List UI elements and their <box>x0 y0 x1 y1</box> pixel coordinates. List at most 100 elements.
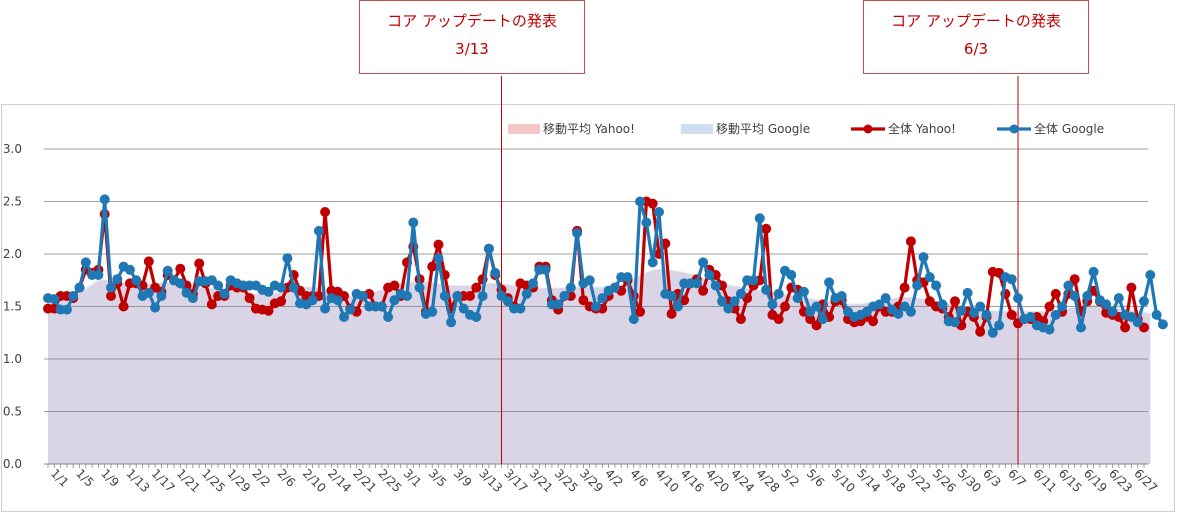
y-tick-label: 1.0 <box>3 352 22 366</box>
legend-label: 全体 Yahoo! <box>888 121 956 136</box>
x-tick-label: 1/29 <box>224 466 253 495</box>
point-google <box>1069 291 1080 301</box>
point-yahoo <box>175 263 186 274</box>
point-google <box>383 312 394 322</box>
x-tick-label: 5/26 <box>930 466 959 495</box>
point-yahoo <box>106 291 116 301</box>
point-google <box>710 280 721 291</box>
point-google <box>540 264 551 275</box>
point-yahoo <box>811 320 822 331</box>
annotation-callout-1: コア アップデートの発表 3/13 <box>359 0 585 74</box>
point-google <box>672 301 683 312</box>
point-yahoo <box>780 301 790 312</box>
x-tick-label: 6/27 <box>1131 466 1160 495</box>
point-google <box>698 257 709 268</box>
point-google <box>282 253 293 264</box>
point-google <box>414 282 425 293</box>
point-google <box>213 280 224 291</box>
legend-label: 移動平均 Google <box>716 122 810 136</box>
x-tick-label: 5/6 <box>804 466 828 490</box>
point-google <box>1145 270 1156 280</box>
point-yahoo <box>950 296 960 307</box>
x-tick-label: 3/5 <box>426 466 450 490</box>
x-tick-label: 1/5 <box>73 466 97 490</box>
x-tick-label: 3/25 <box>552 466 581 495</box>
point-google <box>918 252 929 263</box>
gridlines <box>44 148 1148 465</box>
x-tick-label: 5/14 <box>854 466 883 495</box>
point-google <box>68 291 79 301</box>
x-tick-label: 6/15 <box>1056 466 1085 495</box>
point-google <box>1076 322 1086 333</box>
x-tick-label: 6/3 <box>980 466 1004 490</box>
point-google <box>729 296 740 307</box>
point-google <box>427 306 438 317</box>
point-google <box>956 305 967 316</box>
point-google <box>143 287 154 298</box>
x-tick-label: 5/10 <box>829 466 858 495</box>
point-google <box>458 303 469 314</box>
x-tick-label: 1/25 <box>199 466 228 495</box>
point-google <box>124 264 135 275</box>
point-yahoo <box>244 293 255 304</box>
point-google <box>162 265 173 276</box>
point-google <box>609 282 620 293</box>
point-yahoo <box>427 261 438 272</box>
legend-marker <box>863 124 873 134</box>
x-tick-label: 2/25 <box>375 466 404 495</box>
point-google <box>389 295 400 306</box>
point-google <box>1107 306 1118 317</box>
annotation-lines <box>501 76 1019 464</box>
x-tick-label: 6/7 <box>1005 466 1029 490</box>
x-tick-label: 3/1 <box>401 466 425 490</box>
point-google <box>748 275 759 286</box>
legend: 移動平均 Yahoo! 移動平均 Google 全体 Yahoo! 全体 Google <box>508 121 1104 136</box>
x-tick-label: 5/18 <box>879 466 908 495</box>
x-tick-label: 2/14 <box>325 466 354 495</box>
point-yahoo <box>206 299 217 310</box>
point-google <box>1050 309 1061 320</box>
point-yahoo <box>635 306 646 317</box>
point-google <box>1044 324 1055 335</box>
point-yahoo <box>276 296 287 307</box>
x-tick-label: 3/13 <box>476 466 505 495</box>
point-google <box>981 309 992 320</box>
legend-swatch <box>508 124 540 134</box>
x-tick-label: 1/17 <box>149 466 178 495</box>
x-tick-label: 6/19 <box>1081 466 1110 495</box>
point-google <box>591 301 601 312</box>
point-google <box>332 295 343 306</box>
point-google <box>339 312 349 322</box>
point-google <box>99 194 110 205</box>
point-google <box>502 296 513 307</box>
point-google <box>786 270 797 280</box>
point-yahoo <box>773 314 784 325</box>
x-tick-label: 4/24 <box>728 466 757 495</box>
x-axis: 1/1 1/5 1/9 1/131/171/211/251/292/2 2/6 2/102… <box>47 464 1160 495</box>
x-tick-label: 1/21 <box>174 466 203 495</box>
x-tick-label: 3/29 <box>577 466 606 495</box>
point-google <box>754 213 765 224</box>
point-google <box>931 280 942 291</box>
point-google <box>704 270 715 280</box>
x-tick-label: 4/20 <box>703 466 732 495</box>
point-google <box>452 291 463 301</box>
legend-marker <box>1009 124 1019 134</box>
point-google <box>376 301 387 312</box>
point-google <box>345 304 356 315</box>
point-google <box>402 291 412 301</box>
annotation-date-1: 3/13 <box>455 40 489 58</box>
x-tick-label: 5/22 <box>905 466 934 495</box>
point-yahoo <box>735 314 746 325</box>
y-tick-label: 2.5 <box>3 195 22 209</box>
y-tick-label: 0.0 <box>3 457 22 471</box>
x-tick-label: 2/6 <box>275 466 299 490</box>
point-yahoo <box>143 256 154 267</box>
point-yahoo <box>433 239 444 250</box>
y-tick-label: 0.5 <box>3 405 22 419</box>
point-google <box>528 278 538 289</box>
point-yahoo <box>666 308 677 319</box>
point-google <box>446 317 457 328</box>
point-google <box>565 282 576 293</box>
x-tick-label: 5/30 <box>955 466 984 495</box>
